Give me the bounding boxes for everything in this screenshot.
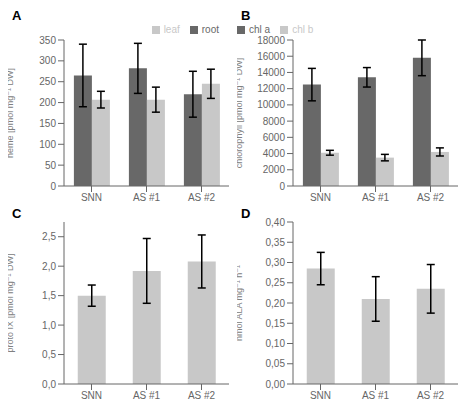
svg-text:4000: 4000 [263, 148, 286, 159]
svg-text:AS #2: AS #2 [417, 192, 445, 203]
svg-text:AS #2: AS #2 [188, 390, 216, 401]
html-text:D: D [241, 206, 251, 221]
svg-text:proto IX [pmol mg⁻¹ DW]: proto IX [pmol mg⁻¹ DW] [8, 254, 15, 353]
html-text:B: B [241, 8, 251, 23]
svg-text:0: 0 [50, 181, 56, 192]
html-text:chl b: chl b [292, 24, 314, 35]
html-text:A: A [12, 8, 22, 23]
svg-text:0,25: 0,25 [266, 277, 286, 288]
svg-text:10000: 10000 [257, 99, 285, 110]
svg-text:150: 150 [39, 118, 56, 129]
svg-text:chlorophyll [pmol mg⁻¹ DW]: chlorophyll [pmol mg⁻¹ DW] [237, 58, 244, 168]
svg-text:14000: 14000 [257, 67, 285, 78]
svg-text:0,20: 0,20 [266, 298, 286, 309]
svg-text:0,5: 0,5 [42, 349, 56, 360]
svg-text:0,0: 0,0 [42, 379, 56, 390]
svg-text:AS #1: AS #1 [362, 390, 390, 401]
svg-text:12000: 12000 [257, 83, 285, 94]
svg-text:16000: 16000 [257, 51, 285, 62]
svg-text:0,30: 0,30 [266, 257, 286, 268]
svg-text:0,10: 0,10 [266, 338, 286, 349]
svg-text:350: 350 [39, 35, 56, 46]
svg-text:18000: 18000 [257, 35, 285, 46]
svg-text:SNN: SNN [310, 192, 331, 203]
svg-text:SNN: SNN [310, 390, 331, 401]
svg-text:SNN: SNN [81, 390, 102, 401]
svg-text:8000: 8000 [263, 116, 286, 127]
svg-text:0: 0 [279, 181, 285, 192]
svg-text:300: 300 [39, 55, 56, 66]
svg-text:AS #2: AS #2 [417, 390, 445, 401]
svg-text:heme [pmol mg⁻¹ DW]: heme [pmol mg⁻¹ DW] [8, 68, 15, 158]
svg-text:2000: 2000 [263, 164, 286, 175]
html-text:leaf: leaf [163, 24, 180, 35]
svg-text:AS #2: AS #2 [188, 192, 216, 203]
svg-text:1,0: 1,0 [42, 320, 56, 331]
svg-text:1,5: 1,5 [42, 290, 56, 301]
svg-text:AS #1: AS #1 [133, 192, 161, 203]
svg-text:100: 100 [39, 139, 56, 150]
html-text:chl a: chl a [249, 24, 271, 35]
svg-text:0,05: 0,05 [266, 358, 286, 369]
svg-text:2,0: 2,0 [42, 261, 56, 272]
svg-text:0,35: 0,35 [266, 237, 286, 248]
svg-text:nmol ALA mg⁻¹ h⁻¹: nmol ALA mg⁻¹ h⁻¹ [237, 265, 244, 341]
svg-text:AS #1: AS #1 [362, 192, 390, 203]
svg-text:AS #1: AS #1 [133, 390, 161, 401]
svg-text:200: 200 [39, 97, 56, 108]
svg-text:SNN: SNN [81, 192, 102, 203]
svg-text:0,40: 0,40 [266, 217, 286, 228]
svg-text:2,5: 2,5 [42, 231, 56, 242]
svg-text:0,15: 0,15 [266, 318, 286, 329]
svg-text:6000: 6000 [263, 132, 286, 143]
html-text:root: root [201, 24, 219, 35]
svg-text:0,00: 0,00 [266, 379, 286, 390]
html-text:C: C [12, 206, 22, 221]
svg-text:250: 250 [39, 76, 56, 87]
svg-text:50: 50 [45, 160, 57, 171]
